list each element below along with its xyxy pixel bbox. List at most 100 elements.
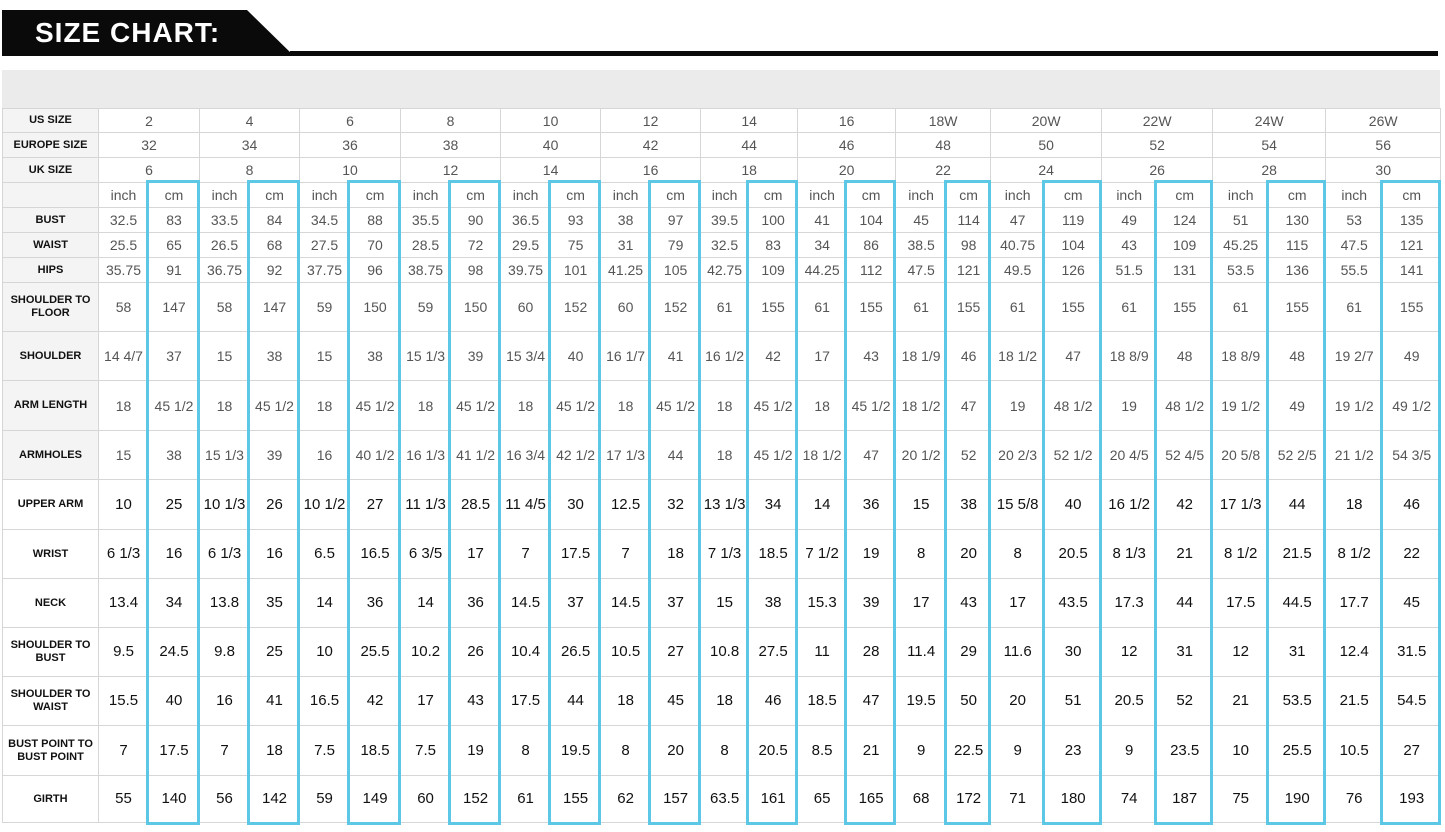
- size-cell: 22: [895, 157, 992, 183]
- inch-cell: 61: [990, 282, 1046, 332]
- cm-cell: 140: [147, 775, 201, 823]
- inch-cell: 7.5: [400, 725, 452, 776]
- inch-cell: 55.5: [1325, 257, 1384, 283]
- cm-cell: 42: [349, 676, 402, 726]
- size-cell: 12: [600, 108, 702, 133]
- inch-cell: 44.25: [797, 257, 848, 283]
- cm-cell: 47: [946, 380, 992, 431]
- inch-cell: 7 1/3: [700, 529, 750, 579]
- cm-cell: 34: [147, 578, 201, 628]
- cm-cell: 52: [1156, 676, 1214, 726]
- unit-inch: inch: [1101, 182, 1158, 208]
- cm-cell: 45: [650, 676, 702, 726]
- size-cell: 22W: [1101, 108, 1214, 133]
- inch-cell: 59: [299, 775, 351, 823]
- cm-cell: 90: [450, 207, 502, 233]
- cm-cell: 17.5: [147, 725, 201, 776]
- unit-cm: cm: [249, 182, 301, 208]
- cm-cell: 52: [946, 430, 992, 480]
- cm-cell: 109: [1156, 232, 1214, 258]
- cm-cell: 53.5: [1268, 676, 1327, 726]
- cm-cell: 40 1/2: [349, 430, 402, 480]
- cm-cell: 45 1/2: [650, 380, 702, 431]
- inch-cell: 12.4: [1325, 627, 1384, 677]
- inch-cell: 14: [400, 578, 452, 628]
- cm-cell: 155: [1382, 282, 1442, 332]
- cm-cell: 109: [748, 257, 799, 283]
- size-cell: 18W: [895, 108, 992, 133]
- inch-cell: 31: [600, 232, 652, 258]
- inch-cell: 15.3: [797, 578, 848, 628]
- cm-cell: 26: [249, 479, 301, 530]
- cm-cell: 84: [249, 207, 301, 233]
- inch-cell: 8: [895, 529, 948, 579]
- inch-cell: 19: [1101, 380, 1158, 431]
- inch-cell: 65: [797, 775, 848, 823]
- cm-cell: 34: [748, 479, 799, 530]
- inch-cell: 60: [600, 282, 652, 332]
- cm-cell: 47: [1044, 331, 1103, 381]
- cm-cell: 126: [1044, 257, 1103, 283]
- cm-cell: 20.5: [1044, 529, 1103, 579]
- size-cell: 16: [797, 108, 897, 133]
- inch-cell: 14.5: [600, 578, 652, 628]
- cm-cell: 20: [946, 529, 992, 579]
- inch-cell: 33.5: [199, 207, 251, 233]
- inch-cell: 14: [797, 479, 848, 530]
- unit-cm: cm: [1156, 182, 1214, 208]
- cm-cell: 45 1/2: [550, 380, 602, 431]
- inch-cell: 32.5: [700, 232, 750, 258]
- size-cell: 12: [400, 157, 502, 183]
- inch-cell: 10: [1212, 725, 1270, 776]
- grey-banner: [2, 70, 1440, 108]
- cm-cell: 16.5: [349, 529, 402, 579]
- cm-cell: 83: [147, 207, 201, 233]
- inch-cell: 6 3/5: [400, 529, 452, 579]
- cm-cell: 52 4/5: [1156, 430, 1214, 480]
- inch-cell: 6 1/3: [199, 529, 251, 579]
- inch-cell: 11 1/3: [400, 479, 452, 530]
- cm-cell: 51: [1044, 676, 1103, 726]
- cm-cell: 38: [249, 331, 301, 381]
- cm-cell: 96: [349, 257, 402, 283]
- cm-cell: 32: [650, 479, 702, 530]
- inch-cell: 41: [797, 207, 848, 233]
- cm-cell: 79: [650, 232, 702, 258]
- cm-cell: 46: [748, 676, 799, 726]
- inch-cell: 21.5: [1325, 676, 1384, 726]
- cm-cell: 45 1/2: [748, 430, 799, 480]
- inch-cell: 18: [1325, 479, 1384, 530]
- row-label: WAIST: [2, 232, 99, 258]
- header-rule: [290, 51, 1438, 56]
- row-label: EUROPE SIZE: [2, 132, 99, 158]
- cm-cell: 44: [550, 676, 602, 726]
- cm-cell: 161: [748, 775, 799, 823]
- inch-cell: 15: [700, 578, 750, 628]
- cm-cell: 42: [1156, 479, 1214, 530]
- size-row: UK SIZE 6 8 10 12 14 16 18 20 22 24 26 28 30: [2, 157, 1442, 183]
- cm-cell: 155: [1044, 282, 1103, 332]
- row-label: SHOULDER TO WAIST: [2, 676, 99, 726]
- cm-cell: 45 1/2: [846, 380, 897, 431]
- inch-cell: 17 1/3: [1212, 479, 1270, 530]
- unit-inch: inch: [500, 182, 552, 208]
- inch-cell: 38.5: [895, 232, 948, 258]
- measurement-row: ARM LENGTH 18 45 1/2 18 45 1/2 18 45 1/2 18 45 1…: [2, 380, 1442, 431]
- inch-cell: 59: [299, 282, 351, 332]
- cm-cell: 187: [1156, 775, 1214, 823]
- inch-cell: 10 1/2: [299, 479, 351, 530]
- inch-cell: 61: [1212, 282, 1270, 332]
- unit-cm: cm: [349, 182, 402, 208]
- inch-cell: 15: [299, 331, 351, 381]
- row-label: BUST POINT TO BUST POINT: [2, 725, 99, 776]
- inch-cell: 53.5: [1212, 257, 1270, 283]
- measurement-row: NECK 13.4 34 13.8 35 14 36 14 36 14.5 37 14.5 37 15 38…: [2, 578, 1442, 628]
- measurement-row: WAIST 25.5 65 26.5 68 27.5 70 28.5 72 29.5 75 31 79 3…: [2, 232, 1442, 258]
- inch-cell: 43: [1101, 232, 1158, 258]
- cm-cell: 43: [846, 331, 897, 381]
- cm-cell: 36: [349, 578, 402, 628]
- inch-cell: 17: [895, 578, 948, 628]
- cm-cell: 22: [1382, 529, 1442, 579]
- inch-cell: 51.5: [1101, 257, 1158, 283]
- cm-cell: 46: [1382, 479, 1442, 530]
